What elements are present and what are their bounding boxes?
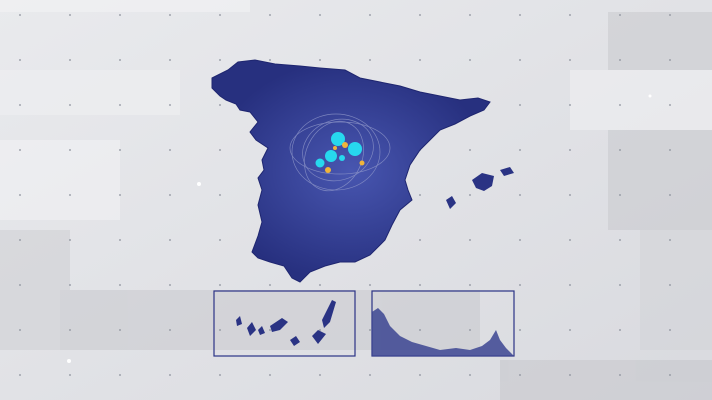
sparkle (197, 182, 201, 186)
canary-islands (236, 300, 336, 346)
north-africa-coast (372, 308, 514, 356)
sparkle (67, 359, 71, 363)
sparkle (648, 94, 652, 98)
balearic-islands (446, 167, 514, 209)
orbit-rings (289, 113, 391, 192)
canary-inset (213, 290, 356, 357)
bubbles (315, 132, 365, 173)
spain-mainland (211, 59, 491, 283)
